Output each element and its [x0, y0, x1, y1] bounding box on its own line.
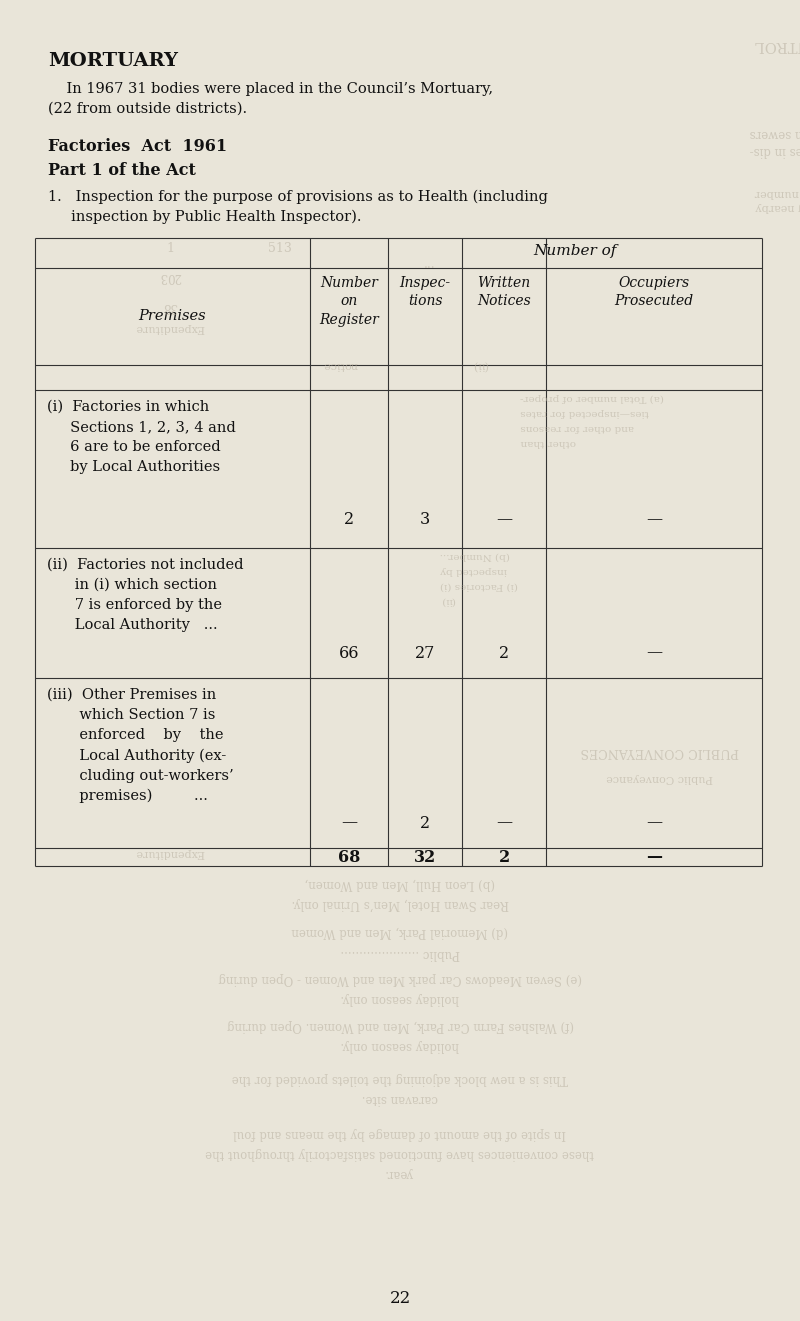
Text: caravan site.: caravan site. — [362, 1092, 438, 1104]
Text: 1.   Number of properties in dis-: 1. Number of properties in dis- — [750, 144, 800, 157]
Text: 1.   Inspection for the purpose of provisions as to Health (including: 1. Inspection for the purpose of provisi… — [48, 190, 548, 205]
Text: these conveniences have functioned satisfactorily throughout the: these conveniences have functioned satis… — [206, 1147, 594, 1160]
Text: Premises: Premises — [138, 309, 206, 324]
Text: 38: 38 — [162, 300, 178, 313]
Text: holiday season only.: holiday season only. — [341, 992, 459, 1005]
Text: notice: notice — [322, 361, 358, 370]
Text: (i) Factories (i): (i) Factories (i) — [440, 581, 518, 590]
Text: —: — — [496, 511, 512, 528]
Text: Occupiers
Prosecuted: Occupiers Prosecuted — [614, 276, 694, 308]
Text: —: — — [646, 848, 662, 865]
Text: Factories  Act  1961: Factories Act 1961 — [48, 137, 227, 155]
Text: —: — — [646, 511, 662, 528]
Text: Part 1 of the Act: Part 1 of the Act — [48, 162, 196, 180]
Text: 513: 513 — [268, 242, 292, 255]
Text: and other for reasons: and other for reasons — [520, 423, 634, 432]
Text: 2: 2 — [499, 645, 509, 662]
Text: 22: 22 — [390, 1291, 410, 1306]
Text: (a) Total number: (a) Total number — [755, 188, 800, 198]
Text: (iii)  Other Premises in
       which Section 7 is
       enforced    by    the
: (iii) Other Premises in which Section 7 … — [47, 688, 234, 803]
Text: (b) Leon Hull, Men and Women,: (b) Leon Hull, Men and Women, — [305, 877, 495, 890]
Text: (e) Seven Meadows Car park Men and Women - Open during: (e) Seven Meadows Car park Men and Women… — [218, 972, 582, 985]
Text: PUBLIC CONVEYANCES: PUBLIC CONVEYANCES — [581, 745, 739, 758]
Text: In 1967 31 bodies were placed in the Council’s Mortuary,
(22 from outside distri: In 1967 31 bodies were placed in the Cou… — [48, 82, 493, 116]
Text: inspection by Public Health Inspector).: inspection by Public Health Inspector). — [48, 210, 362, 225]
Text: 27: 27 — [415, 645, 435, 662]
Text: Public .....................: Public ..................... — [340, 947, 460, 960]
Text: (ii)  Factories not included
      in (i) which section
      7 is enforced by t: (ii) Factories not included in (i) which… — [47, 557, 243, 633]
Text: (i)  Factories in which
     Sections 1, 2, 3, 4 and
     6 are to be enforced
 : (i) Factories in which Sections 1, 2, 3,… — [47, 400, 236, 474]
Text: —: — — [646, 645, 662, 662]
Text: RODENT  CONTROL: RODENT CONTROL — [755, 38, 800, 52]
Text: other than: other than — [520, 439, 575, 446]
Text: MORTUARY: MORTUARY — [48, 52, 178, 70]
Text: ties—inspected for rates: ties—inspected for rates — [520, 408, 649, 417]
Text: ...: ... — [424, 258, 436, 271]
Text: holiday season only.: holiday season only. — [341, 1040, 459, 1052]
Text: properties other than sewers: properties other than sewers — [750, 127, 800, 140]
Text: (ii): (ii) — [472, 359, 488, 370]
Text: Number
on
Register: Number on Register — [319, 276, 379, 326]
Text: (d) Memorial Park, Men and Women: (d) Memorial Park, Men and Women — [292, 925, 508, 938]
Text: —: — — [496, 815, 512, 831]
Text: (b) Number...: (b) Number... — [440, 551, 510, 560]
Text: —: — — [341, 815, 357, 831]
Text: (f) Walshes Farm Car Park, Men and Women. Open during: (f) Walshes Farm Car Park, Men and Women… — [226, 1018, 574, 1032]
Text: (ii): (ii) — [440, 596, 454, 605]
Text: This is a new block adjoining the toilets provided for the: This is a new block adjoining the toilet… — [232, 1073, 568, 1085]
Text: Written
Notices: Written Notices — [477, 276, 531, 308]
Text: 2: 2 — [420, 815, 430, 831]
Text: Number of: Number of — [534, 244, 617, 258]
Text: ties (including nearby: ties (including nearby — [755, 202, 800, 213]
Text: 32: 32 — [414, 848, 436, 865]
Text: (a) Total number of proper-: (a) Total number of proper- — [520, 392, 664, 402]
Text: Expenditure: Expenditure — [135, 324, 205, 333]
Text: —: — — [646, 815, 662, 831]
Text: 1: 1 — [166, 242, 174, 255]
Text: 203: 203 — [159, 269, 181, 283]
Text: 66: 66 — [338, 645, 359, 662]
Text: 2: 2 — [498, 848, 510, 865]
Text: Expenditure: Expenditure — [135, 848, 205, 859]
Text: Rear Swan Hotel, Men’s Urinal only.: Rear Swan Hotel, Men’s Urinal only. — [291, 897, 509, 910]
Text: inspected by: inspected by — [440, 565, 507, 575]
Text: Inspec-
tions: Inspec- tions — [399, 276, 450, 308]
Text: Public Conveyance: Public Conveyance — [606, 773, 714, 783]
Text: 3: 3 — [420, 511, 430, 528]
Text: 2: 2 — [344, 511, 354, 528]
Text: In spite of the amount of damage by the means and foul: In spite of the amount of damage by the … — [234, 1127, 566, 1140]
Text: 68: 68 — [338, 848, 360, 865]
Text: year.: year. — [386, 1166, 414, 1180]
